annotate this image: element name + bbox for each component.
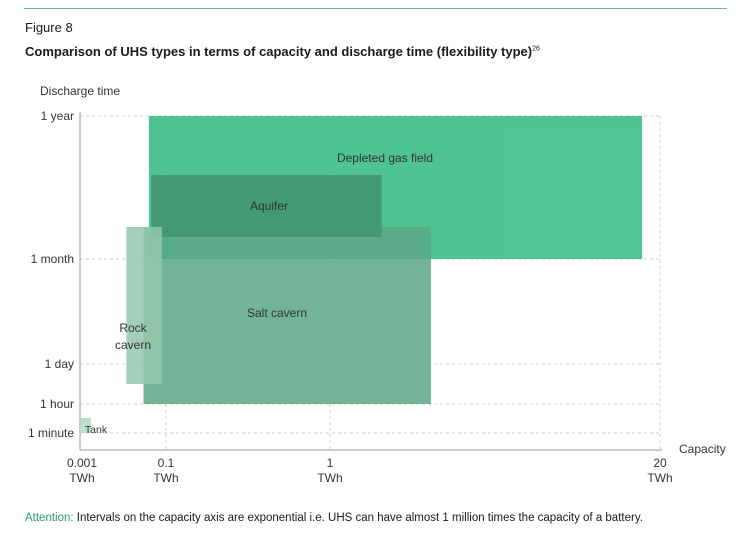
x-tick-label-1: 0.1	[158, 456, 175, 470]
box-label-rock-cavern-line2: cavern	[115, 338, 151, 352]
y-axis-title: Discharge time	[40, 84, 120, 98]
x-tick-unit-1: TWh	[153, 471, 178, 485]
box-label-tank: Tank	[85, 424, 108, 436]
figure-title-text: Comparison of UHS types in terms of capa…	[25, 44, 533, 59]
footnote-ref: 26	[532, 45, 540, 53]
box-salt-cavern	[143, 227, 431, 404]
x-tick-label-3: 20	[653, 456, 667, 470]
x-axis-title: Capacity	[679, 442, 726, 456]
y-tick-label-minute: 1 minute	[28, 426, 74, 440]
y-tick-label-month: 1 month	[31, 252, 74, 266]
box-label-salt-cavern: Salt cavern	[247, 306, 307, 320]
box-rock-cavern	[126, 227, 162, 384]
box-aquifer	[151, 175, 382, 237]
y-tick-label-year: 1 year	[41, 109, 74, 123]
figure-label: Figure 8	[25, 20, 73, 35]
box-label-aquifer: Aquifer	[250, 199, 288, 213]
footnote: Attention: Intervals on the capacity axi…	[25, 512, 643, 524]
box-tank	[80, 418, 91, 433]
x-tick-unit-0: TWh	[69, 471, 94, 485]
x-tick-unit-2: TWh	[317, 471, 342, 485]
footnote-text: Intervals on the capacity axis are expon…	[73, 512, 643, 524]
x-tick-unit-3: TWh	[647, 471, 672, 485]
x-tick-label-0: 0.001	[67, 456, 97, 470]
box-label-rock-cavern-line1: Rock	[119, 321, 147, 335]
y-tick-label-day: 1 day	[45, 357, 74, 371]
top-rule	[24, 8, 727, 9]
box-label-depleted-gas-field: Depleted gas field	[337, 151, 433, 165]
x-tick-label-2: 1	[327, 456, 334, 470]
figure-title: Comparison of UHS types in terms of capa…	[25, 44, 540, 59]
y-tick-label-hour: 1 hour	[40, 397, 74, 411]
footnote-label: Attention:	[25, 512, 74, 524]
